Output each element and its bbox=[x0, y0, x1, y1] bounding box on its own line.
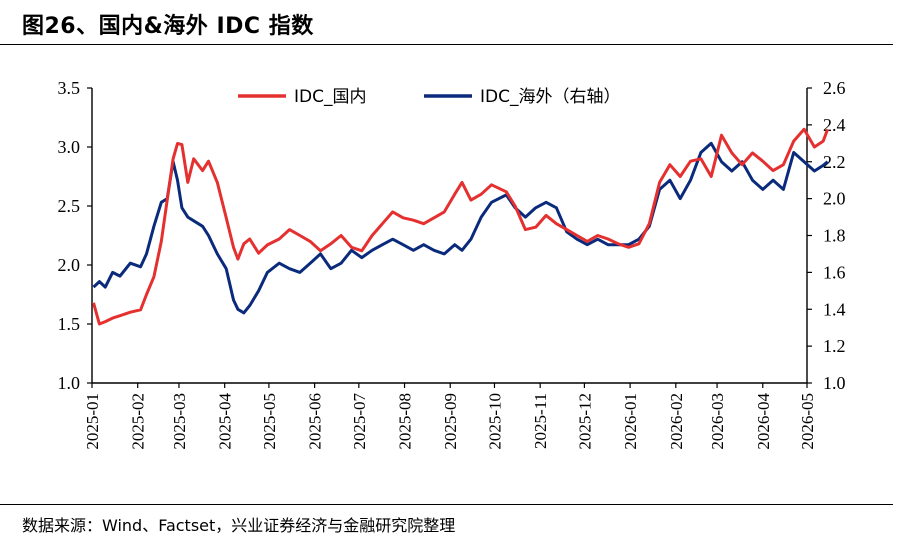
x-tick-label: 2025-12 bbox=[575, 393, 594, 450]
axis-ticks: 1.0 1.5 2.0 2.5 3.0 3.5 1.0 1.2 1.4 1.6 1.8 2.0 2.2 2… bbox=[58, 78, 846, 450]
x-tick-label: 2026-03 bbox=[708, 393, 727, 450]
legend: IDC_国内 IDC_海外（右轴） bbox=[238, 87, 620, 107]
right-y-tick-label: 1.2 bbox=[823, 336, 846, 356]
left-y-tick-label: 1.0 bbox=[58, 373, 81, 393]
right-y-tick-label: 2.2 bbox=[823, 152, 846, 172]
x-tick-label: 2025-10 bbox=[485, 393, 504, 450]
chart-title: 图26、国内&海外 IDC 指数 bbox=[22, 14, 314, 39]
x-tick-label: 2025-05 bbox=[260, 393, 279, 450]
legend-label-domestic: IDC_国内 bbox=[294, 87, 366, 107]
left-y-tick-label: 2.5 bbox=[58, 196, 81, 216]
x-tick-label: 2025-07 bbox=[350, 393, 369, 450]
right-y-tick-label: 1.6 bbox=[823, 262, 846, 282]
legend-label-overseas: IDC_海外（右轴） bbox=[480, 87, 620, 107]
left-y-tick-label: 1.5 bbox=[58, 314, 81, 334]
right-y-tick-label: 2.0 bbox=[823, 189, 846, 209]
series-line-overseas bbox=[92, 141, 829, 315]
right-y-tick-label: 1.4 bbox=[823, 299, 846, 319]
x-tick-label: 2025-01 bbox=[83, 393, 102, 450]
x-tick-label: 2025-03 bbox=[170, 393, 189, 450]
bottom-rule bbox=[0, 504, 893, 505]
right-y-tick-label: 1.8 bbox=[823, 226, 846, 246]
axes bbox=[91, 88, 808, 384]
left-y-tick-label: 2.0 bbox=[58, 255, 81, 275]
x-tick-label: 2025-02 bbox=[129, 393, 148, 450]
x-tick-label: 2025-08 bbox=[396, 393, 415, 450]
left-y-tick-label: 3.5 bbox=[58, 78, 81, 98]
source-note: 数据来源：Wind、Factset，兴业证券经济与金融研究院整理 bbox=[22, 516, 456, 535]
x-tick-label: 2026-01 bbox=[621, 393, 640, 450]
right-y-tick-label: 2.6 bbox=[823, 78, 846, 98]
x-tick-label: 2026-02 bbox=[667, 393, 686, 450]
series-line-domestic bbox=[92, 127, 830, 326]
x-tick-label: 2025-11 bbox=[531, 393, 550, 449]
top-rule bbox=[0, 44, 893, 45]
x-tick-label: 2026-04 bbox=[754, 393, 773, 450]
series-lines bbox=[92, 127, 830, 326]
left-y-tick-label: 3.0 bbox=[58, 137, 81, 157]
x-tick-label: 2025-09 bbox=[441, 393, 460, 450]
right-y-tick-label: 1.0 bbox=[823, 373, 846, 393]
x-tick-label: 2025-04 bbox=[216, 393, 235, 450]
x-tick-label: 2025-06 bbox=[306, 393, 325, 450]
x-tick-label: 2026-05 bbox=[798, 393, 817, 450]
